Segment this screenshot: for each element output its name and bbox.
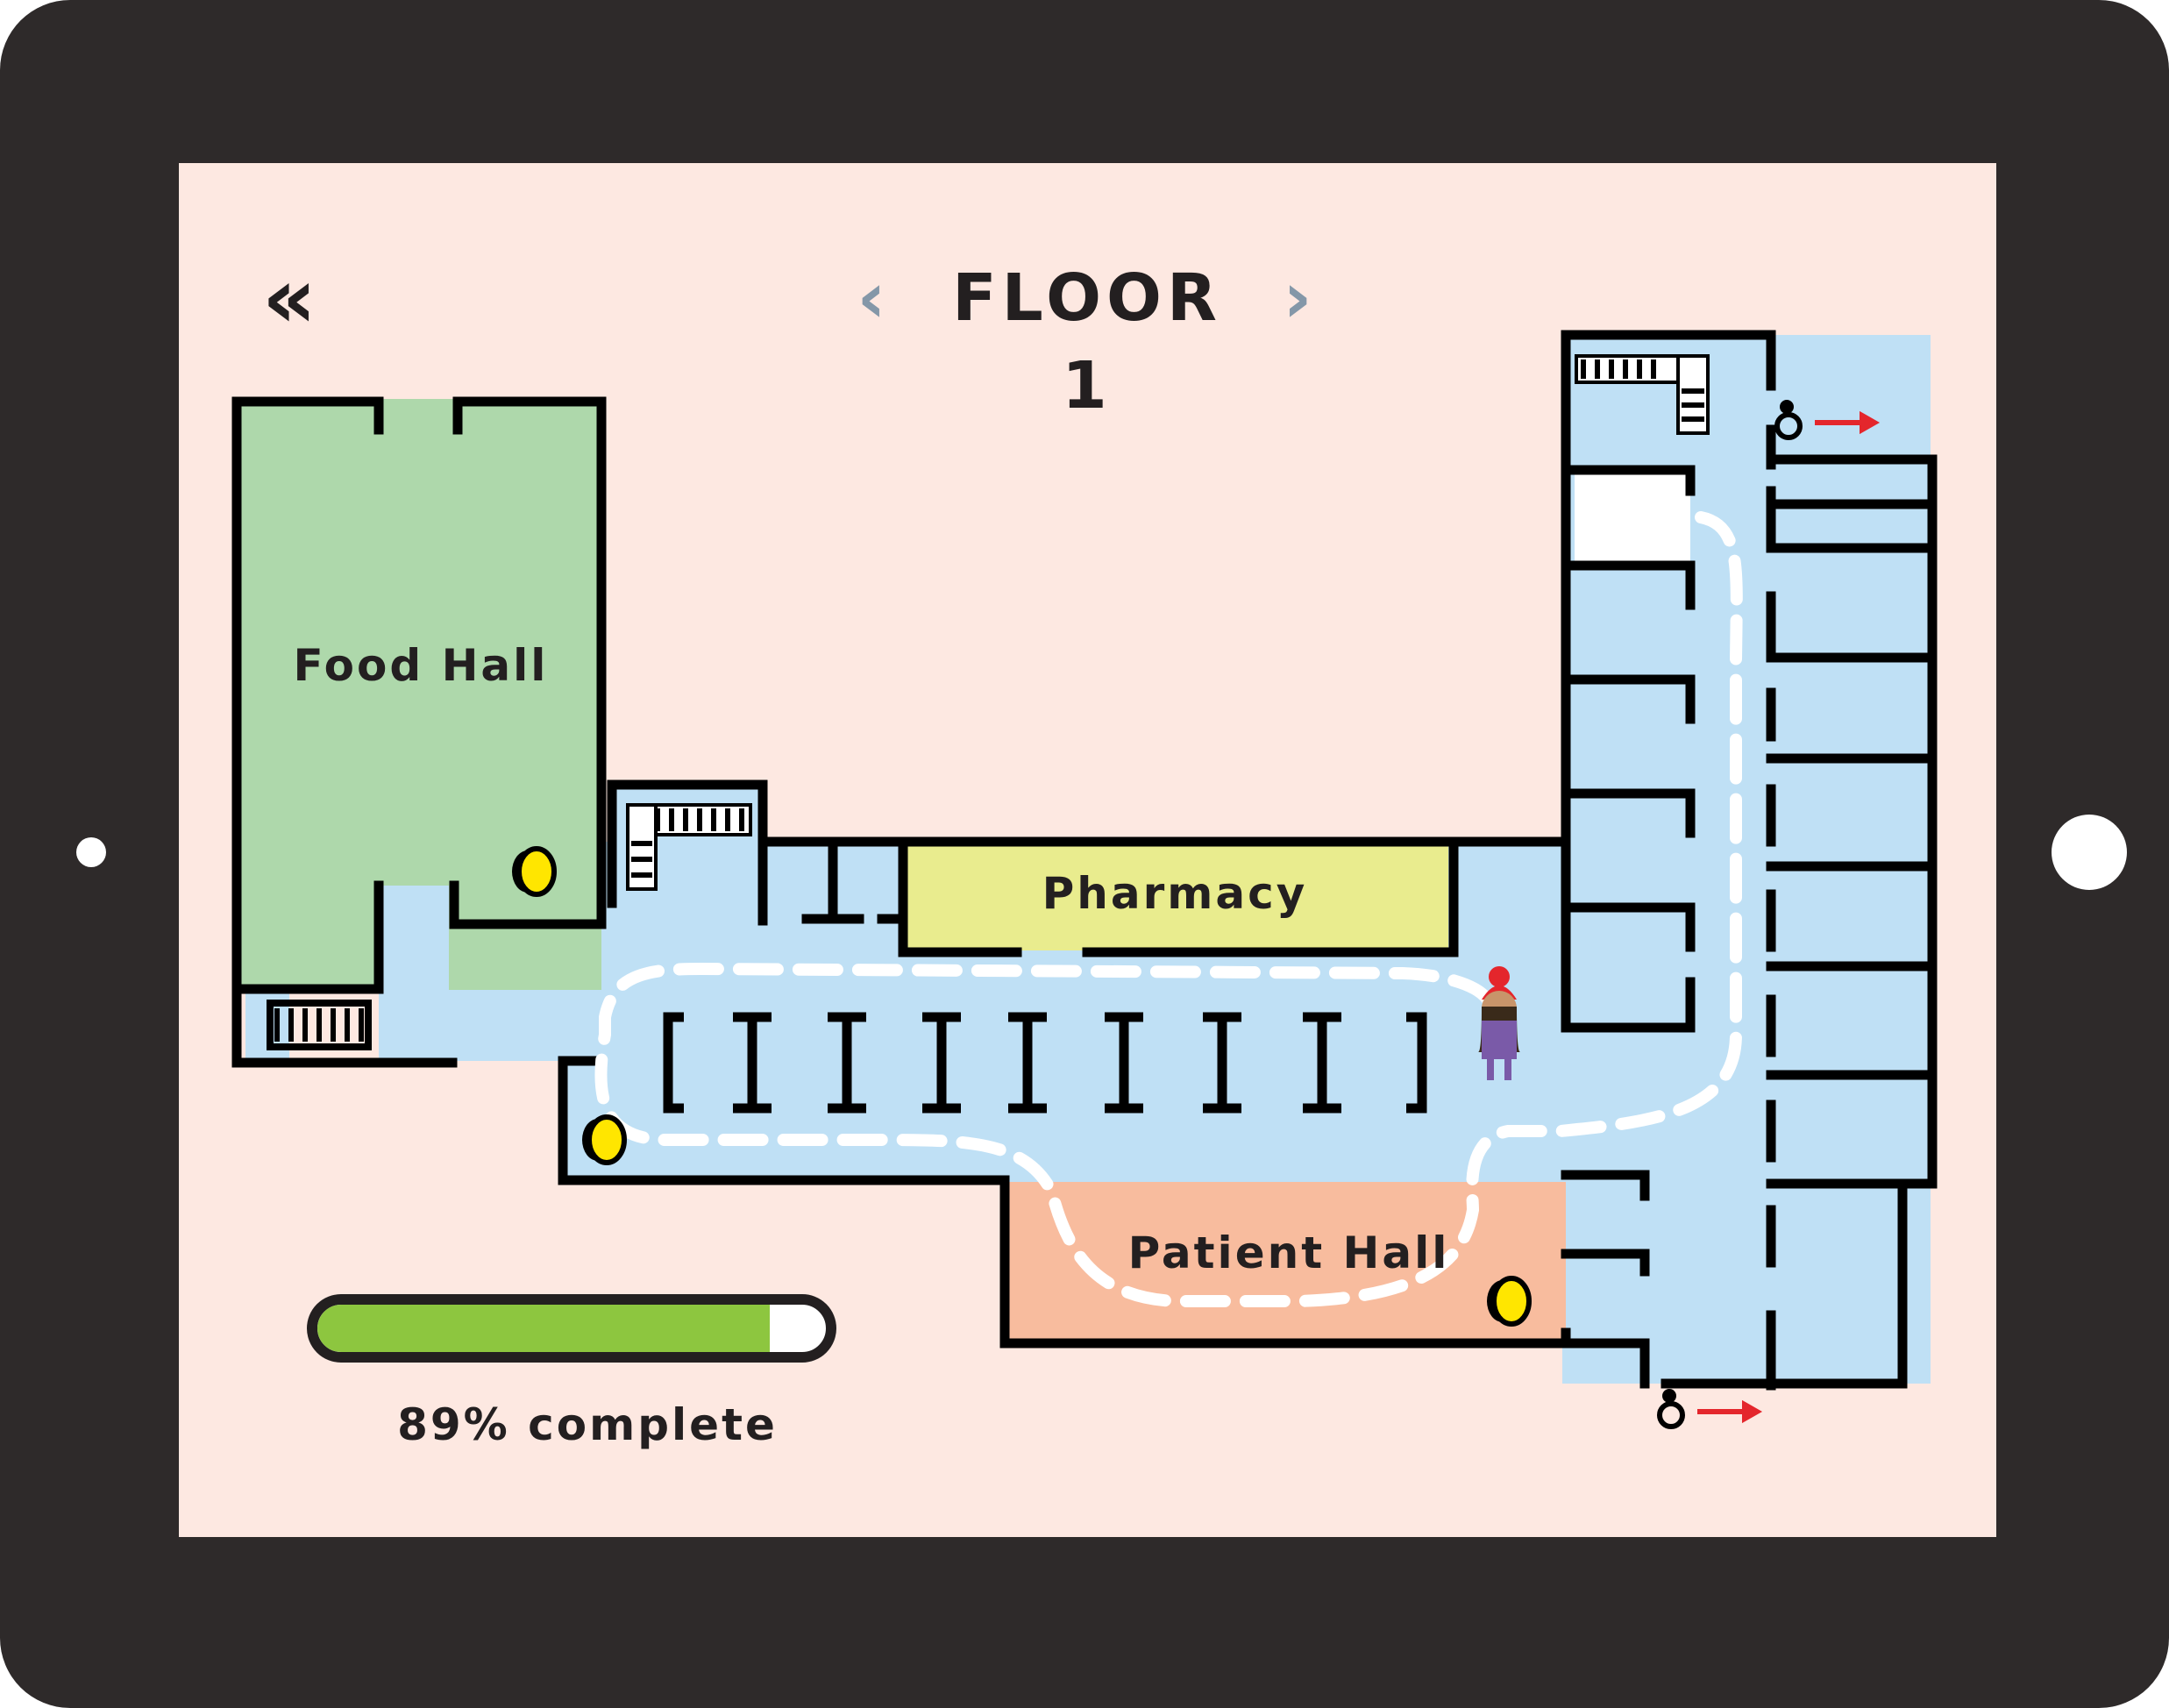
chevron-right-icon: › [1283, 257, 1312, 338]
food-hall-label: Food Hall [293, 640, 549, 691]
food-hall-annex [379, 886, 449, 1061]
east-wing-rooms [1771, 456, 1932, 1185]
chevron-left-icon: ‹ [857, 257, 886, 338]
progress-bar-fill [317, 1305, 771, 1352]
shelving [663, 1012, 1427, 1114]
pharmacy-label: Pharmacy [1042, 868, 1308, 919]
coin-icon[interactable] [512, 846, 557, 897]
camera-dot [76, 837, 106, 867]
east-white-room [1575, 470, 1690, 562]
progress-bar [307, 1294, 836, 1363]
floor-title: FLOOR 1 [952, 260, 1222, 423]
arrow-right-icon [1697, 410, 1881, 1424]
home-button[interactable] [2052, 815, 2127, 890]
prev-floor-button[interactable]: ‹ [836, 254, 907, 342]
next-floor-button[interactable]: › [1262, 254, 1333, 342]
walls [231, 330, 1938, 1391]
patient-hall-label: Patient Hall [1127, 1228, 1450, 1278]
pharmacy-room [903, 843, 1448, 950]
route-path [594, 511, 1743, 1307]
back-button[interactable]: « [245, 254, 333, 342]
progress-label: 89% complete [397, 1399, 778, 1450]
double-chevron-left-icon: « [261, 249, 316, 347]
coin-icon[interactable] [1487, 1276, 1532, 1327]
coin-icon[interactable] [582, 1114, 627, 1165]
player-avatar-icon [1478, 966, 1520, 1080]
floor-map [231, 330, 1938, 1429]
east-south-rooms [1771, 1185, 1902, 1384]
wheelchair-icon [1657, 400, 1803, 1429]
